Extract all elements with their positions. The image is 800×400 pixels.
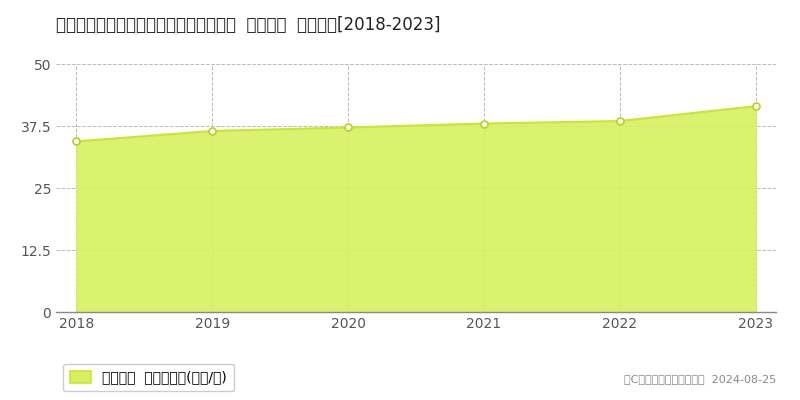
Text: （C）土地価格ドットコム  2024-08-25: （C）土地価格ドットコム 2024-08-25 — [624, 374, 776, 384]
Text: 宮城県多賀城市中央２丁目５０１番４外  基準地価  地価推移[2018-2023]: 宮城県多賀城市中央２丁目５０１番４外 基準地価 地価推移[2018-2023] — [56, 16, 441, 34]
Point — [614, 118, 626, 124]
Legend: 基準地価  平均坪単価(万円/坪): 基準地価 平均坪単価(万円/坪) — [63, 364, 234, 392]
Point — [342, 124, 354, 131]
Point — [206, 128, 218, 134]
Point — [70, 138, 82, 144]
Point — [478, 120, 490, 127]
Point — [750, 103, 762, 109]
